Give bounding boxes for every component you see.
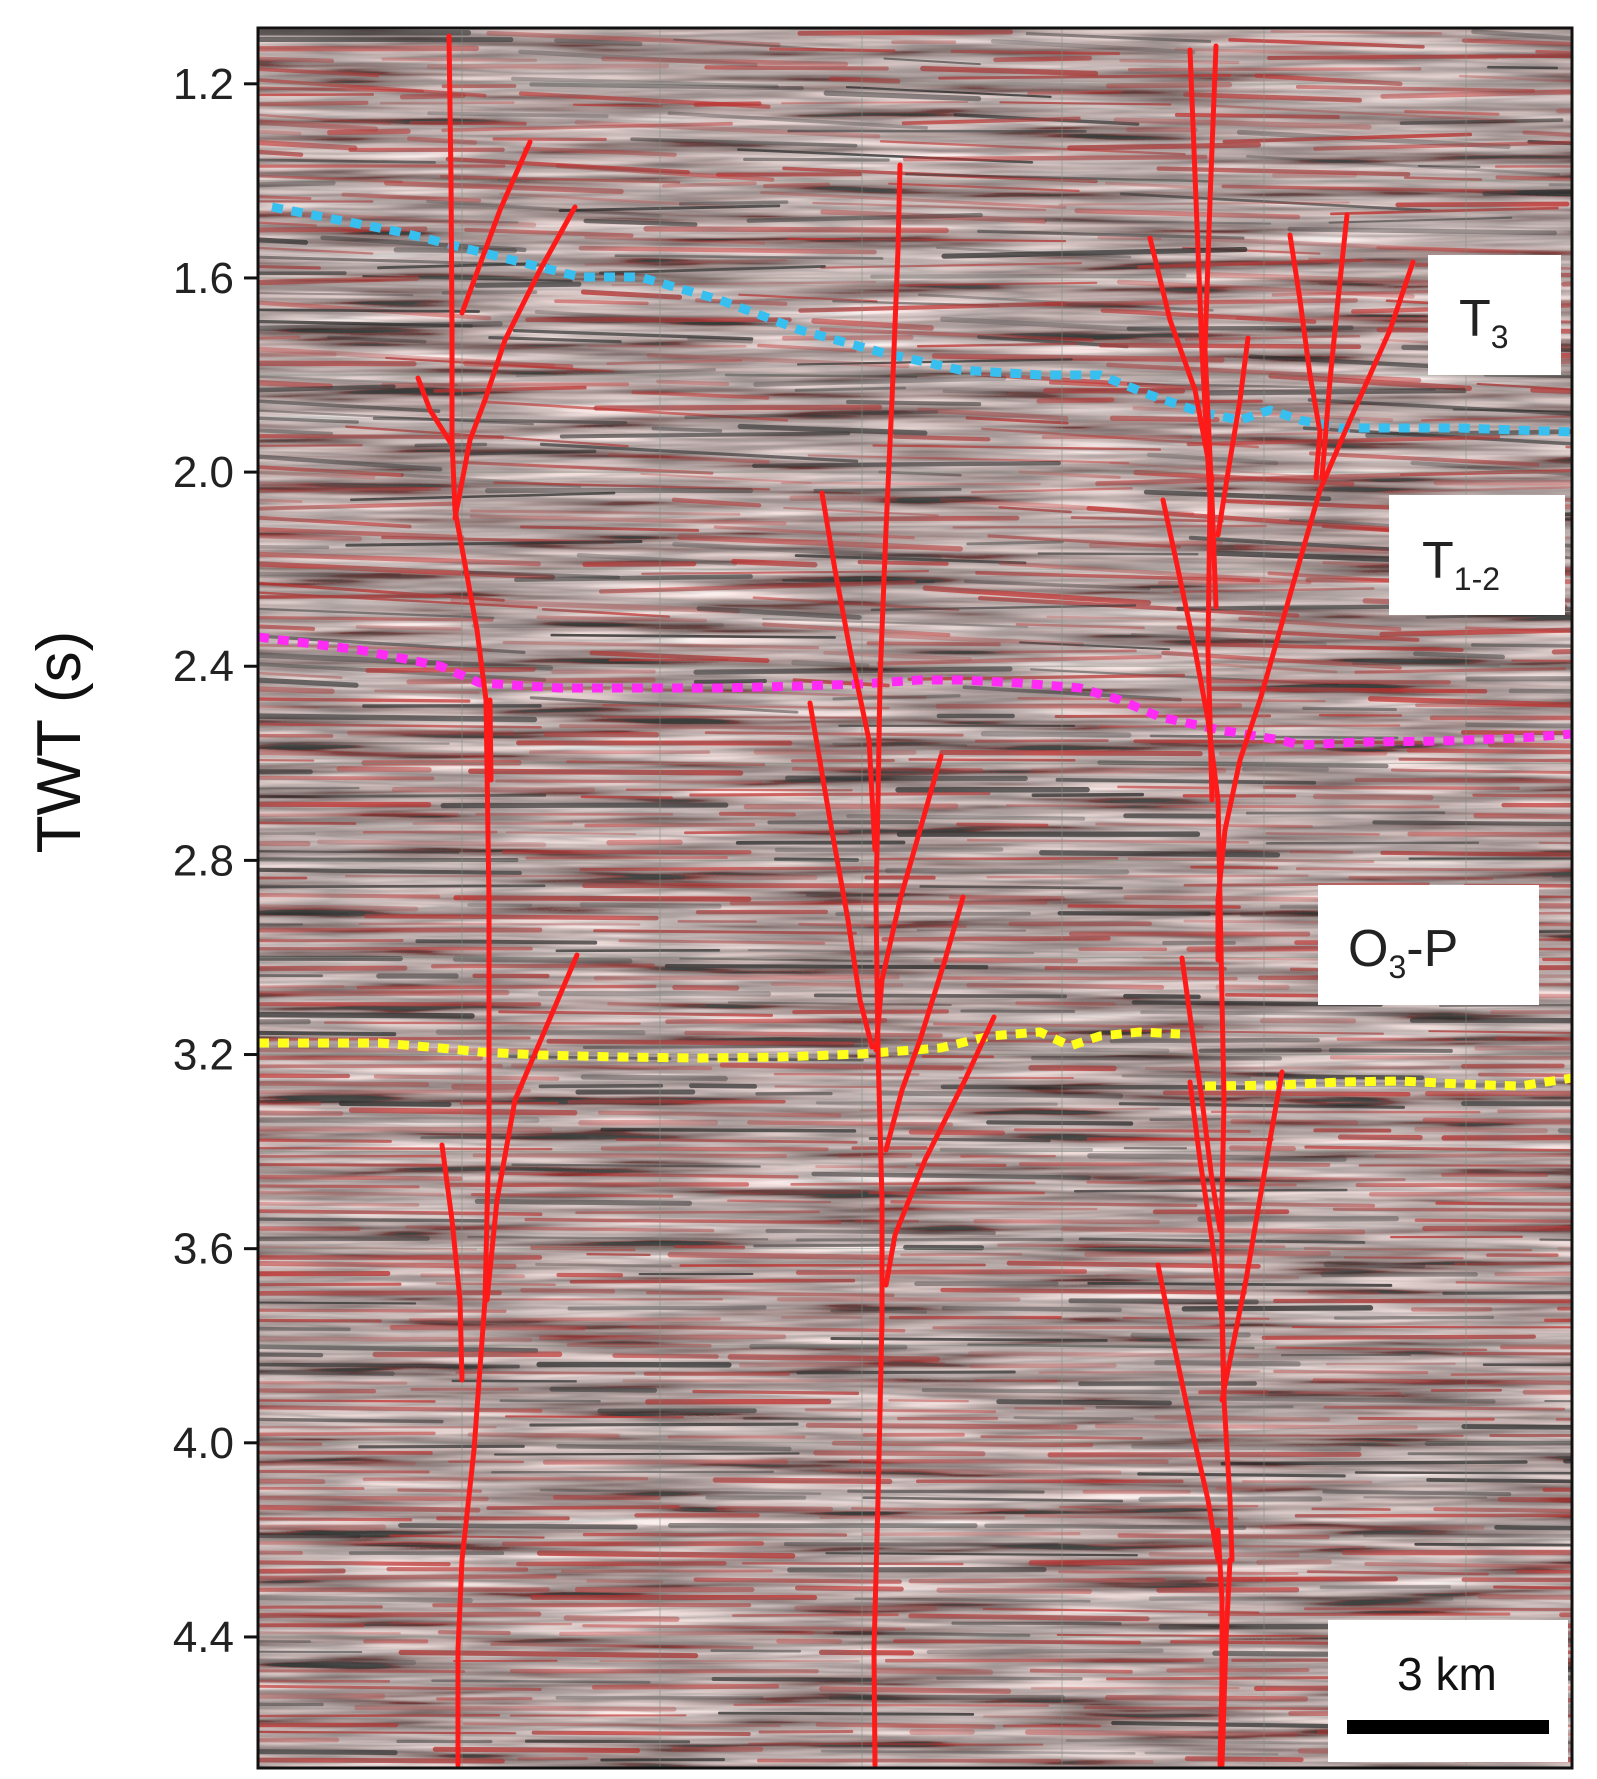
plot-frame (256, 26, 1574, 1770)
fault-line (439, 1142, 465, 1383)
fault-line (1219, 1557, 1233, 1768)
fault-line (484, 952, 580, 1303)
horizon-top (271, 202, 1572, 437)
y-tick-label: 2.8 (173, 836, 234, 885)
unit-label-o3-p-base: O (1348, 920, 1388, 978)
y-tick-label: 4.4 (173, 1613, 234, 1662)
fault-line (446, 33, 492, 1768)
svg-text:T3: T3 (1459, 290, 1509, 355)
fault-line (452, 204, 578, 521)
scale-bar: 3 km (1328, 1620, 1568, 1762)
fault-line (883, 894, 966, 1153)
fault-line (1219, 1069, 1285, 1403)
fault-line (487, 697, 494, 783)
reflector-streak (1569, 230, 1572, 234)
fault-line (883, 1014, 997, 1288)
fault-line (1202, 43, 1219, 610)
unit-label-t3: T3 (1428, 255, 1561, 375)
fault-line (415, 375, 455, 448)
fault-line (1179, 955, 1223, 1233)
unit-label-t1-2-base: T (1422, 532, 1454, 590)
y-tick-label: 4.0 (173, 1419, 234, 1468)
unit-label-o3-p: O3-P (1318, 885, 1539, 1005)
horizon-bottom (258, 1027, 1181, 1063)
fault-line (1319, 212, 1350, 481)
horizon-lines (258, 202, 1572, 1091)
y-tick-label: 1.2 (173, 60, 234, 109)
y-tick-label: 1.6 (173, 254, 234, 303)
y-tick-label: 3.2 (173, 1031, 234, 1080)
unit-label-t3-sub: 3 (1491, 319, 1509, 355)
fault-line (819, 490, 878, 853)
fault-line (459, 139, 533, 316)
fault-lines (415, 33, 1416, 1768)
fault-line (871, 162, 903, 1768)
horizon-middle (258, 632, 1572, 750)
fault-line (1215, 335, 1251, 538)
fault-line (1187, 1079, 1227, 1403)
fault-line (1147, 235, 1215, 483)
scale-bar-line (1347, 1720, 1549, 1734)
y-tick-label: 3.6 (173, 1225, 234, 1274)
scale-bar-label: 3 km (1397, 1648, 1497, 1700)
y-axis: 1.2 1.6 2.0 2.4 2.8 3.2 3.6 4.0 4.4 (173, 60, 258, 1662)
fault-line (807, 700, 875, 1050)
fault-line (1155, 1262, 1221, 1563)
unit-label-o3-p-sub: 3 (1388, 949, 1406, 985)
fault-line (873, 753, 944, 1053)
svg-text:T1-2: T1-2 (1422, 532, 1500, 597)
unit-label-o3-p-rest: -P (1406, 920, 1458, 978)
unit-label-t1-2: T1-2 (1389, 495, 1565, 615)
fault-line (1287, 232, 1323, 481)
svg-text:O3-P: O3-P (1348, 920, 1458, 985)
y-tick-label: 2.4 (173, 642, 234, 691)
y-tick-label: 2.0 (173, 448, 234, 497)
fault-line (1215, 259, 1416, 963)
y-axis-title: TWT (s) (25, 631, 94, 854)
unit-label-t3-base: T (1459, 290, 1491, 348)
unit-label-t1-2-sub: 1-2 (1454, 561, 1500, 597)
